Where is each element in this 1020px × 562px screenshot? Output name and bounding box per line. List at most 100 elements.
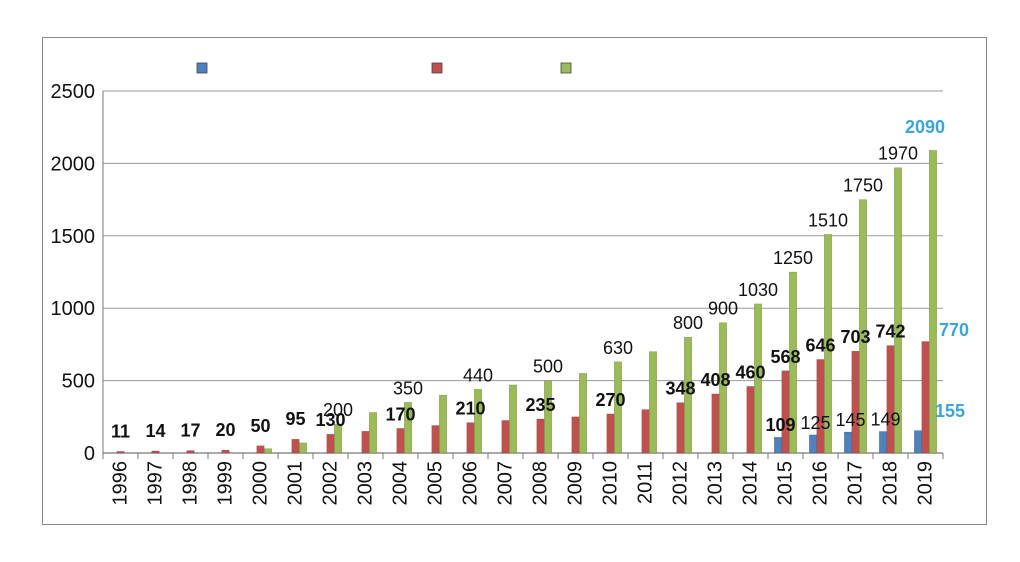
bar-series-1 [809, 434, 817, 454]
bar-series-3 [264, 448, 272, 454]
bar-series-3 [614, 361, 622, 454]
x-tick-label: 1998 [180, 461, 202, 506]
data-label: 703 [840, 327, 870, 347]
x-tick-label: 2012 [670, 461, 692, 506]
legend-swatch-series-2 [431, 62, 443, 74]
x-tick-label: 2011 [635, 461, 657, 504]
bar-series-2 [221, 449, 230, 454]
legend-swatch-series-1 [196, 62, 208, 74]
data-label: 210 [455, 399, 485, 419]
bar-series-2 [396, 428, 405, 454]
x-tick-label: 2001 [285, 461, 307, 506]
bar-series-3 [509, 384, 517, 454]
data-label: 500 [533, 357, 563, 377]
x-tick-label: 1999 [215, 461, 237, 506]
data-label: 770 [939, 320, 969, 340]
x-tick-label: 2017 [845, 461, 867, 506]
data-label: 2090 [905, 117, 945, 137]
bar-series-2 [571, 416, 580, 454]
y-tick-label: 1500 [51, 226, 96, 248]
bar-series-1 [774, 436, 782, 454]
data-label: 1030 [738, 280, 778, 300]
data-label: 130 [315, 410, 345, 430]
x-tick-label: 2002 [320, 461, 342, 506]
bar-series-3 [439, 394, 447, 454]
data-label: 50 [250, 416, 270, 436]
bar-series-2 [501, 420, 510, 454]
x-tick-label: 2014 [740, 461, 762, 506]
bar-series-1 [844, 431, 852, 454]
x-tick-label: 1996 [110, 461, 132, 506]
x-tick-label: 2007 [495, 461, 517, 506]
x-tick-label: 2009 [565, 461, 587, 506]
bar-series-2 [536, 418, 545, 454]
bar-series-2 [921, 341, 930, 454]
x-tick-label: 2006 [460, 461, 482, 506]
x-tick-label: 1997 [145, 461, 167, 506]
data-label: 350 [393, 378, 423, 398]
x-tick-label: 2013 [705, 461, 727, 506]
data-label: 145 [835, 410, 865, 430]
data-label: 742 [875, 322, 905, 342]
data-label: 235 [525, 395, 555, 415]
bar-series-3 [404, 402, 412, 454]
data-label: 20 [215, 420, 235, 440]
bar-series-3 [544, 380, 552, 454]
data-label: 348 [665, 379, 695, 399]
x-tick-label: 2019 [915, 461, 937, 506]
data-label: 270 [595, 390, 625, 410]
data-label: 408 [700, 370, 730, 390]
x-tick-label: 2010 [600, 461, 622, 506]
data-label: 646 [805, 335, 835, 355]
data-label: 155 [935, 401, 965, 421]
x-tick-label: 2016 [810, 461, 832, 506]
data-label: 800 [673, 313, 703, 333]
x-tick-label: 2005 [425, 461, 447, 506]
bar-series-2 [186, 450, 195, 454]
data-label: 109 [765, 415, 795, 435]
bar-series-2 [641, 409, 650, 454]
y-tick-label: 2500 [51, 81, 96, 103]
bar-series-2 [746, 386, 755, 454]
bar-series-2 [606, 413, 615, 454]
data-label: 200 [323, 400, 353, 420]
bar-series-3 [474, 389, 482, 454]
data-label: 95 [285, 409, 305, 429]
bar-series-3 [649, 351, 657, 454]
data-label: 1250 [773, 248, 813, 268]
bar-series-2 [466, 422, 475, 454]
bar-series-1 [914, 430, 922, 454]
bar-series-3 [754, 303, 762, 454]
data-label: 1750 [843, 176, 883, 196]
x-tick-label: 2000 [250, 461, 272, 506]
bar-series-2 [151, 450, 160, 454]
bar-series-2 [711, 393, 720, 454]
bar-series-2 [851, 350, 860, 454]
bar-series-3 [719, 322, 727, 454]
bar-series-3 [789, 271, 797, 454]
bar-series-2 [256, 445, 265, 454]
data-label: 440 [463, 365, 493, 385]
y-tick-label: 0 [84, 443, 95, 465]
data-label: 460 [735, 362, 765, 382]
x-tick-label: 2018 [880, 461, 902, 506]
legend-swatch-series-3 [560, 62, 572, 74]
bar-series-3 [579, 373, 587, 454]
data-label: 149 [870, 409, 900, 429]
bar-series-2 [326, 433, 335, 454]
data-label: 630 [603, 338, 633, 358]
bar-series-2 [291, 438, 300, 454]
bar-series-3 [684, 336, 692, 454]
data-label: 14 [145, 421, 165, 441]
bar-series-2 [886, 345, 895, 454]
x-tick-label: 2015 [775, 461, 797, 506]
data-label: 1970 [878, 144, 918, 164]
data-label: 900 [708, 299, 738, 319]
x-tick-label: 2003 [355, 461, 377, 506]
data-label: 568 [770, 347, 800, 367]
x-tick-label: 2008 [530, 461, 552, 506]
data-label: 125 [800, 413, 830, 433]
bar-series-2 [816, 359, 825, 454]
data-label: 17 [180, 421, 200, 441]
